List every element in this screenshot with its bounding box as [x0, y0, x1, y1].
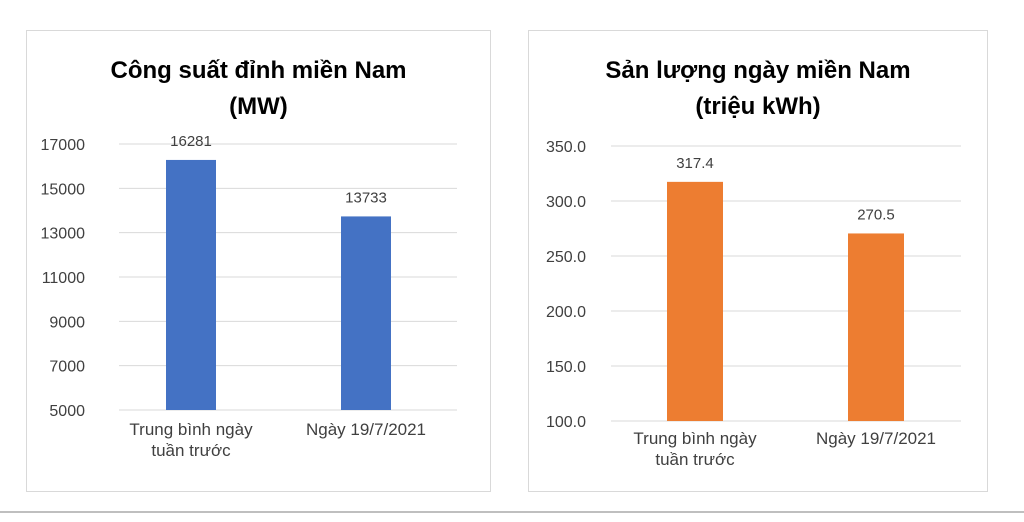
y-tick-label: 15000	[41, 181, 86, 198]
y-tick-label: 11000	[42, 270, 85, 287]
bar	[166, 159, 216, 410]
data-label: 317.4	[676, 155, 714, 172]
x-category-label: tuần trước	[655, 450, 735, 469]
bar	[848, 233, 904, 421]
y-tick-label: 7000	[49, 359, 85, 376]
x-category-label: Trung bình ngày	[633, 429, 757, 448]
x-category-label: Trung bình ngày	[129, 420, 253, 439]
y-tick-label: 150.0	[546, 359, 586, 376]
data-label: 13733	[345, 189, 387, 206]
chart-title-line2: (MW)	[229, 93, 288, 120]
chart-title-line1: Công suất đỉnh miền Nam	[110, 57, 407, 84]
y-tick-label: 9000	[49, 314, 85, 331]
y-tick-label: 200.0	[546, 304, 586, 321]
y-tick-label: 300.0	[546, 194, 586, 211]
bar	[341, 216, 391, 410]
chart-title-line1: Sản lượng ngày miền Nam	[605, 57, 911, 84]
y-tick-label: 5000	[49, 403, 85, 420]
x-category-label: Ngày 19/7/2021	[816, 429, 936, 448]
data-label: 16281	[170, 133, 212, 150]
y-tick-label: 100.0	[546, 414, 586, 431]
y-tick-label: 13000	[41, 226, 86, 243]
y-tick-label: 17000	[41, 137, 86, 154]
bar-chart-daily-output: 100.0 150.0 200.0 250.0 300.0 350.0 317.4 Trung…	[546, 139, 961, 469]
x-category-label: Ngày 19/7/2021	[306, 420, 426, 439]
chart-title: Công suất đỉnh miền Nam (MW)	[27, 53, 490, 125]
bar	[667, 181, 723, 421]
bar-chart-peak-capacity: 5000 7000 9000 11000 13000 15000 17000 16281 Tru…	[41, 133, 457, 460]
chart-title: Sản lượng ngày miền Nam (triệu kWh)	[529, 53, 987, 125]
y-tick-label: 350.0	[546, 139, 586, 156]
chart-panel-daily-output: Sản lượng ngày miền Nam (triệu kWh) 100.…	[528, 30, 988, 492]
chart-title-line2: (triệu kWh)	[695, 93, 821, 120]
chart-panel-peak-capacity: Công suất đỉnh miền Nam (MW) 5000 7000 900…	[26, 30, 491, 492]
x-category-label: tuần trước	[151, 441, 231, 460]
bottom-divider	[0, 511, 1024, 513]
data-label: 270.5	[857, 206, 895, 223]
y-tick-label: 250.0	[546, 249, 586, 266]
